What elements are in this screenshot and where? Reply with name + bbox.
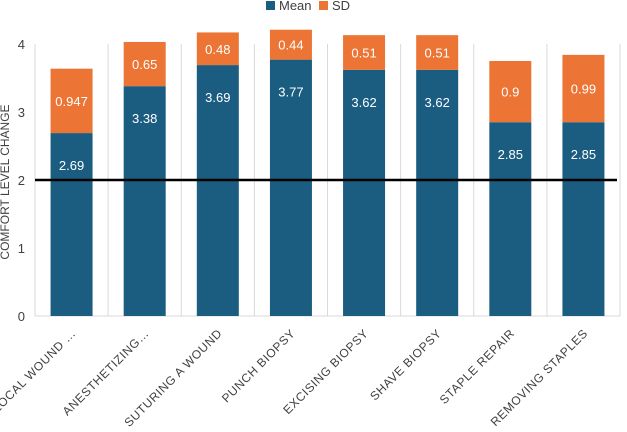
bar-sd xyxy=(343,35,386,70)
data-label-sd: 0.65 xyxy=(132,57,157,72)
bar-mean xyxy=(123,86,166,316)
bars: 2.69 0.947 3.38 0.65 3.69 0.48 3.77 0.44 3.62 0.5… xyxy=(50,29,605,316)
data-label-sd: 0.9 xyxy=(501,85,519,100)
bar-mean xyxy=(50,133,93,316)
legend-label: SD xyxy=(332,0,350,13)
bar-mean xyxy=(416,69,459,316)
bar-sd xyxy=(50,68,93,134)
y-tick-label: 1 xyxy=(18,241,25,256)
y-axis-title: COMFORT LEVEL CHANGE xyxy=(0,104,12,259)
data-label-mean: 3.38 xyxy=(132,111,157,126)
x-category-label: SHAVE BIOPSY xyxy=(367,326,444,403)
data-label-sd: 0.51 xyxy=(351,46,376,61)
data-label-mean: 3.77 xyxy=(278,85,303,100)
data-label-mean: 2.85 xyxy=(571,147,596,162)
data-label-mean: 3.62 xyxy=(351,95,376,110)
x-category-label: STAPLE REPAIR xyxy=(437,326,518,407)
data-label-sd: 0.99 xyxy=(571,82,596,97)
x-axis: LOCAL WOUND …ANESTHETIZING…SUTURING A WO… xyxy=(0,326,591,429)
data-label-mean: 2.85 xyxy=(498,147,523,162)
data-label-sd: 0.44 xyxy=(278,38,303,53)
data-label-mean: 3.62 xyxy=(425,95,450,110)
bar-sd xyxy=(123,41,166,87)
bar-mean xyxy=(489,122,532,316)
legend-swatch xyxy=(266,1,275,10)
bar-sd xyxy=(269,29,312,60)
data-label-mean: 2.69 xyxy=(59,158,84,173)
bar-sd xyxy=(562,54,605,123)
bar-mean xyxy=(196,65,239,316)
bar-mean xyxy=(562,122,605,316)
y-axis: 0 1 2 3 4 xyxy=(18,37,25,324)
data-label-sd: 0.51 xyxy=(425,46,450,61)
bar-sd xyxy=(489,61,532,123)
data-label-mean: 3.69 xyxy=(205,90,230,105)
bar-sd xyxy=(416,35,459,70)
legend-label: Mean xyxy=(279,0,312,13)
bar-mean xyxy=(343,69,386,316)
legend-swatch xyxy=(319,1,328,10)
bar-sd xyxy=(196,32,239,66)
y-tick-label: 2 xyxy=(18,173,25,188)
y-tick-label: 3 xyxy=(18,105,25,120)
bar-mean xyxy=(269,59,312,316)
x-category-label: PUNCH BIOPSY xyxy=(219,326,298,405)
legend: Mean SD xyxy=(266,0,350,13)
data-label-sd: 0.48 xyxy=(205,42,230,57)
data-label-sd: 0.947 xyxy=(55,94,88,109)
y-tick-label: 0 xyxy=(18,309,25,324)
y-tick-label: 4 xyxy=(18,37,25,52)
